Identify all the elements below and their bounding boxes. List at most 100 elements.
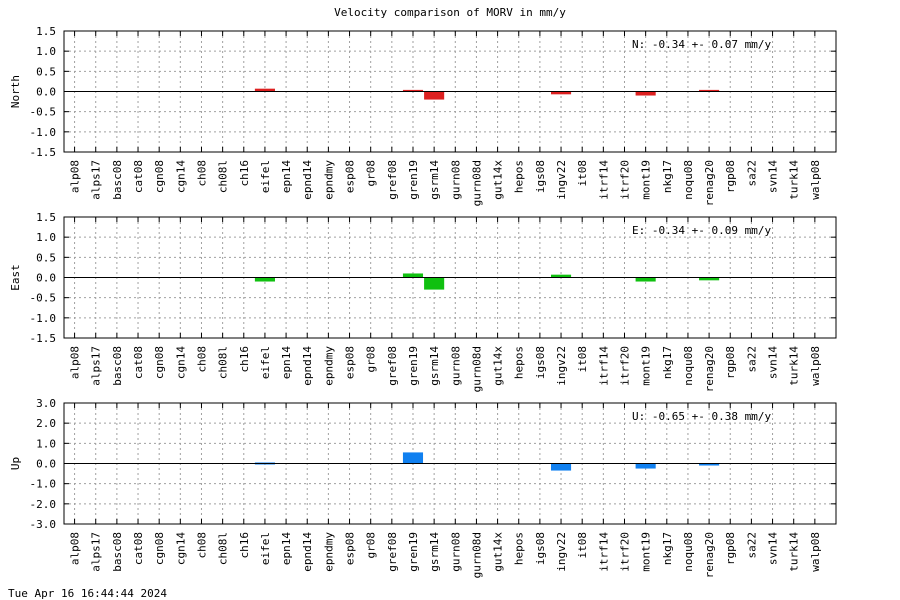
x-tick-label: cat08 <box>132 532 145 565</box>
y-tick-label: -1.0 <box>30 312 57 325</box>
x-tick-label: gsrm14 <box>428 160 441 200</box>
x-tick-label: nkg17 <box>661 160 674 193</box>
x-tick-label: gref08 <box>386 346 399 386</box>
x-tick-label: gr08 <box>365 532 378 559</box>
x-tick-label: gref08 <box>386 160 399 200</box>
y-tick-label: 1.0 <box>36 231 56 244</box>
x-tick-label: basc08 <box>111 346 124 386</box>
bar-gren19 <box>402 452 424 464</box>
y-axis-label: Up <box>9 457 22 470</box>
x-tick-label: gurn08d <box>470 346 483 392</box>
stats-annotation: N: -0.34 +- 0.07 mm/y <box>632 38 771 51</box>
x-tick-label: mont19 <box>640 346 653 386</box>
x-tick-label: cgn14 <box>174 346 187 379</box>
y-tick-label: -0.5 <box>30 106 57 119</box>
bar-mont19 <box>635 277 656 282</box>
x-tick-label: ingv22 <box>555 160 568 200</box>
x-tick-label: epnd14 <box>301 346 314 386</box>
x-tick-label: cgn08 <box>153 532 166 565</box>
x-tick-label: gurn08 <box>449 532 462 572</box>
bar-renag20 <box>699 89 720 92</box>
y-tick-label: 1.5 <box>36 211 56 224</box>
x-tick-label: noqu08 <box>682 160 695 200</box>
y-tick-label: 0.0 <box>36 272 56 285</box>
x-tick-label: epndmy <box>322 160 335 200</box>
x-tick-label: gren19 <box>407 160 420 200</box>
x-tick-label: gr08 <box>365 160 378 187</box>
x-tick-label: esp08 <box>344 532 357 565</box>
x-tick-label: igs08 <box>534 532 547 565</box>
x-tick-label: ch08 <box>195 160 208 187</box>
x-tick-label: itrf14 <box>597 160 610 200</box>
x-tick-label: ingv22 <box>555 532 568 572</box>
x-tick-label: gut14x <box>492 346 505 386</box>
x-tick-label: basc08 <box>111 532 124 572</box>
stats-annotation: U: -0.65 +- 0.38 mm/y <box>632 410 771 423</box>
bar-mont19 <box>635 91 656 96</box>
y-tick-label: -0.5 <box>30 292 57 305</box>
x-tick-label: gurn08 <box>449 160 462 200</box>
x-tick-label: ch08l <box>217 532 230 565</box>
y-tick-label: -1.5 <box>30 146 57 159</box>
x-tick-label: alps17 <box>90 160 103 200</box>
bar-renag20 <box>699 463 720 466</box>
x-tick-label: it08 <box>576 532 589 559</box>
y-tick-label: 0.0 <box>36 86 56 99</box>
x-tick-label: cat08 <box>132 346 145 379</box>
x-tick-label: ch08 <box>195 346 208 373</box>
x-tick-label: epnd14 <box>301 160 314 200</box>
x-tick-label: cgn08 <box>153 160 166 193</box>
y-axis-label: North <box>9 75 22 108</box>
x-tick-label: cgn14 <box>174 160 187 193</box>
x-tick-label: ch16 <box>238 532 251 559</box>
x-tick-label: rgp08 <box>724 160 737 193</box>
x-tick-label: hepos <box>513 346 526 379</box>
y-tick-label: -3.0 <box>30 518 57 531</box>
x-tick-label: gut14x <box>492 532 505 572</box>
x-tick-label: gren19 <box>407 346 420 386</box>
y-tick-label: -1.0 <box>30 478 57 491</box>
x-tick-label: rgp08 <box>724 532 737 565</box>
x-tick-label: it08 <box>576 160 589 187</box>
y-tick-label: -2.0 <box>30 498 57 511</box>
bar-gsrm14 <box>424 277 445 290</box>
y-tick-label: 2.0 <box>36 417 56 430</box>
x-tick-label: igs08 <box>534 346 547 379</box>
x-tick-label: renag20 <box>703 346 716 392</box>
x-tick-label: gren19 <box>407 532 420 572</box>
y-axis-label: East <box>9 264 22 291</box>
x-tick-label: gref08 <box>386 532 399 572</box>
x-tick-label: alp08 <box>69 160 82 193</box>
bar-renag20 <box>699 277 720 281</box>
x-tick-label: eifel <box>259 160 272 193</box>
x-tick-label: it08 <box>576 346 589 373</box>
plot-frame <box>63 30 837 153</box>
x-tick-label: nkg17 <box>661 346 674 379</box>
y-tick-label: -1.0 <box>30 126 57 139</box>
x-tick-label: sa22 <box>745 532 758 559</box>
y-tick-label: 0.5 <box>36 65 56 78</box>
x-tick-label: walp08 <box>809 532 822 572</box>
x-tick-label: alps17 <box>90 346 103 386</box>
x-tick-label: eifel <box>259 532 272 565</box>
x-tick-label: sa22 <box>745 160 758 187</box>
x-tick-label: gurn08d <box>470 160 483 206</box>
y-tick-label: -1.5 <box>30 332 57 345</box>
x-tick-label: gurn08 <box>449 346 462 386</box>
bar-gsrm14 <box>424 91 445 100</box>
x-tick-label: sa22 <box>745 346 758 373</box>
x-tick-label: itrf20 <box>618 532 631 572</box>
chart-title: Velocity comparison of MORV in mm/y <box>334 6 566 19</box>
bar-ingv22 <box>550 463 572 471</box>
x-tick-label: alp08 <box>69 346 82 379</box>
x-tick-label: epnd14 <box>301 532 314 572</box>
x-tick-label: gsrm14 <box>428 532 441 572</box>
bar-gren19 <box>402 89 424 92</box>
x-tick-label: eifel <box>259 346 272 379</box>
x-tick-label: esp08 <box>344 160 357 193</box>
x-tick-label: walp08 <box>809 160 822 200</box>
x-tick-label: noqu08 <box>682 532 695 572</box>
bar-gren19 <box>402 273 424 278</box>
x-tick-label: basc08 <box>111 160 124 200</box>
bar-eifel <box>254 88 275 92</box>
